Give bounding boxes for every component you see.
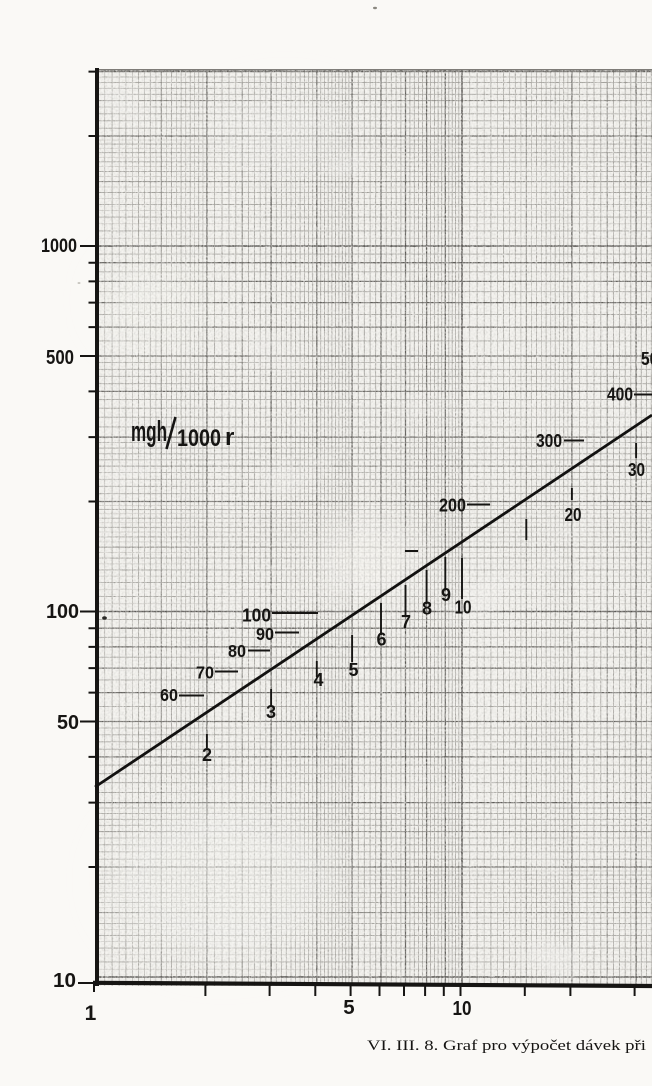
svg-text:50: 50: [57, 711, 79, 734]
svg-text:5: 5: [348, 660, 358, 680]
svg-text:mgh: mgh: [131, 416, 167, 448]
svg-text:1000: 1000: [177, 425, 221, 452]
svg-text:5: 5: [343, 996, 354, 1019]
svg-text:8: 8: [422, 599, 432, 619]
svg-text:100: 100: [46, 601, 79, 623]
svg-text:9: 9: [441, 585, 451, 605]
svg-text:4: 4: [313, 670, 323, 690]
svg-text:r: r: [225, 424, 234, 451]
svg-text:1: 1: [85, 1002, 97, 1025]
svg-text:1000: 1000: [41, 235, 77, 257]
svg-text:60: 60: [160, 685, 178, 705]
svg-text:400: 400: [607, 385, 633, 405]
svg-text:500: 500: [641, 349, 652, 369]
svg-text:100: 100: [242, 605, 271, 626]
svg-text:90: 90: [256, 624, 274, 644]
svg-text:6: 6: [376, 630, 386, 650]
svg-text:3: 3: [266, 702, 276, 722]
svg-text:10: 10: [53, 969, 76, 992]
svg-text:300: 300: [536, 431, 562, 451]
svg-text:200: 200: [439, 496, 466, 516]
svg-text:500: 500: [46, 347, 74, 369]
svg-text:VI. III. 8. Graf pro výpočet d: VI. III. 8. Graf pro výpočet dávek při: [367, 1038, 646, 1054]
svg-text:20: 20: [565, 505, 582, 525]
svg-text:80: 80: [228, 641, 246, 661]
svg-text:30: 30: [628, 460, 645, 480]
svg-text:70: 70: [196, 663, 214, 683]
svg-text:7: 7: [401, 612, 411, 632]
svg-text:10: 10: [455, 598, 472, 618]
svg-text:2: 2: [202, 745, 212, 765]
svg-text:10: 10: [453, 997, 472, 1020]
